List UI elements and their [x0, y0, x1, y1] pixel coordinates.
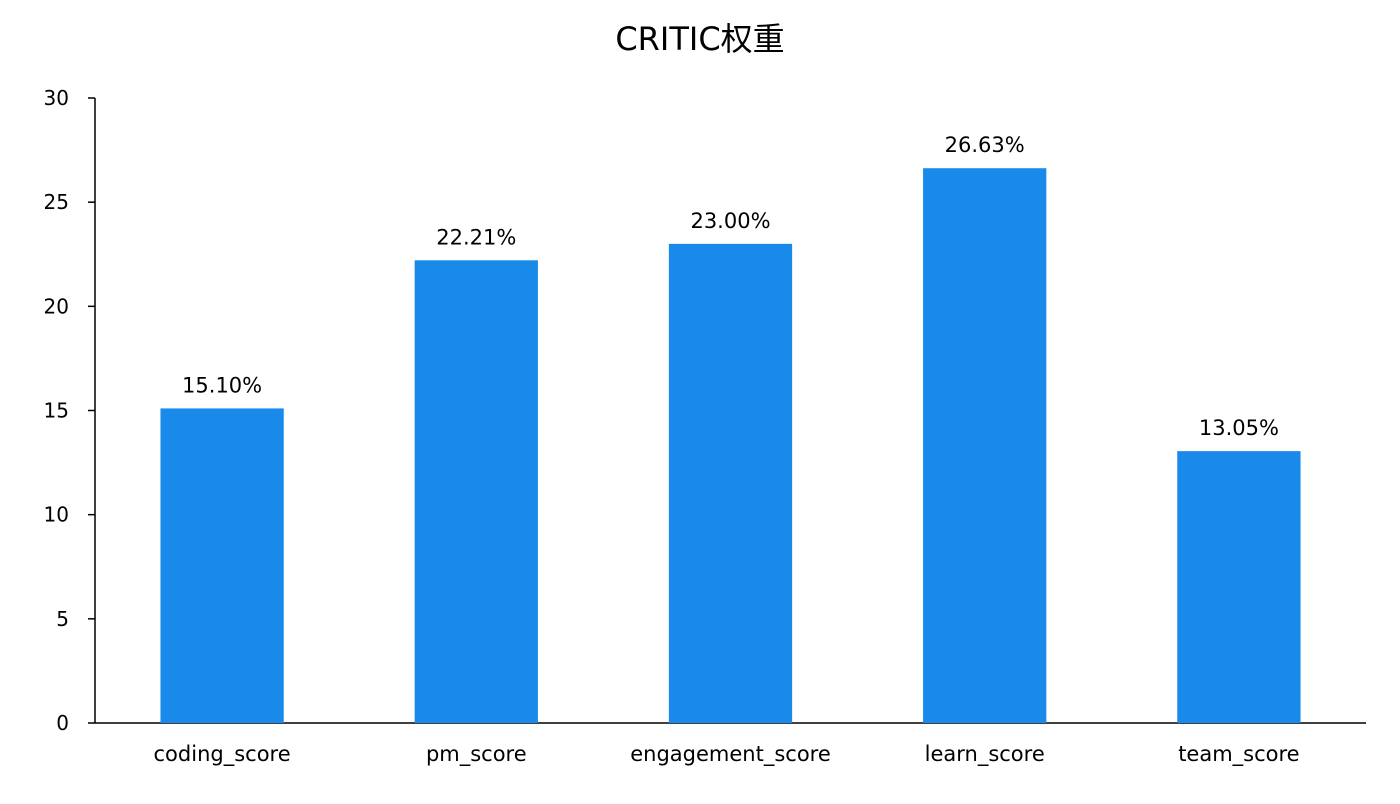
bars-group [160, 168, 1301, 724]
bar[interactable] [1177, 451, 1301, 723]
bar[interactable] [414, 260, 538, 723]
y-tick-label: 0 [56, 711, 69, 735]
x-tick-label: engagement_score [630, 742, 831, 767]
bar-data-label: 22.21% [436, 225, 516, 249]
y-tick-label: 15 [44, 399, 69, 423]
y-tick-label: 20 [44, 294, 69, 318]
x-tick-label: learn_score [925, 742, 1045, 767]
data-labels-group: 15.10% 22.21% 23.00% 26.63% 13.05% [182, 133, 1279, 440]
x-tick-label: pm_score [426, 742, 527, 767]
bar-data-label: 15.10% [182, 373, 262, 397]
chart-title: CRITIC权重 [615, 20, 784, 58]
y-tick-label: 5 [56, 607, 69, 631]
bar[interactable] [668, 243, 793, 724]
bar-data-label: 13.05% [1199, 416, 1279, 440]
bar-data-label: 23.00% [690, 209, 770, 233]
x-axis: coding_score pm_score engagement_score lear… [95, 722, 1366, 767]
y-tick-label: 10 [44, 503, 69, 527]
y-tick-label: 25 [44, 190, 69, 214]
bar-data-label: 26.63% [945, 133, 1025, 157]
y-axis: 0 5 10 15 20 25 30 [44, 86, 96, 735]
y-tick-label: 30 [44, 86, 69, 110]
bar[interactable] [923, 168, 1047, 724]
x-tick-label: team_score [1178, 742, 1299, 767]
bar[interactable] [160, 408, 284, 723]
x-tick-label: coding_score [154, 742, 291, 767]
